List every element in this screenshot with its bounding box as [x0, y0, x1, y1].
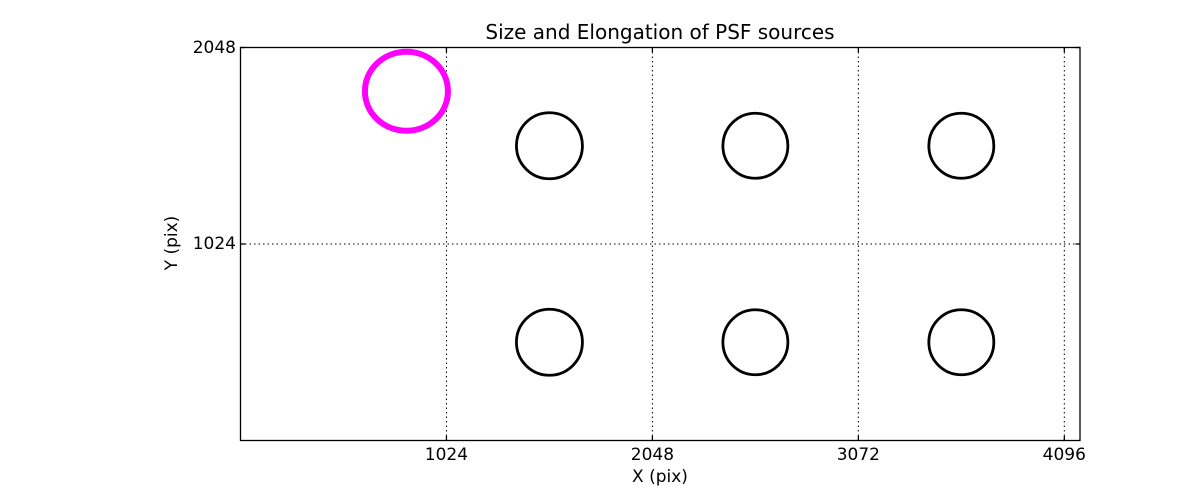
x-axis-label: X (pix)	[632, 467, 688, 487]
psf-source-circle	[927, 111, 996, 180]
psf-source-circle	[515, 307, 584, 377]
chart-title: Size and Elongation of PSF sources	[485, 20, 835, 44]
y-tick-label: 1024	[192, 234, 236, 254]
psf-source-circle	[721, 111, 790, 180]
x-tick-label: 2048	[630, 445, 675, 465]
y-tick-label: 2048	[192, 37, 236, 58]
x-tick-label: 4096	[1042, 445, 1086, 465]
psf-source-circle	[515, 111, 584, 181]
psf-source-circle	[927, 308, 996, 377]
psf-source-circle	[361, 48, 451, 134]
x-tick-label: 3072	[836, 445, 880, 465]
psf-source-circle	[721, 308, 790, 377]
x-tick-label: 1024	[424, 445, 469, 465]
